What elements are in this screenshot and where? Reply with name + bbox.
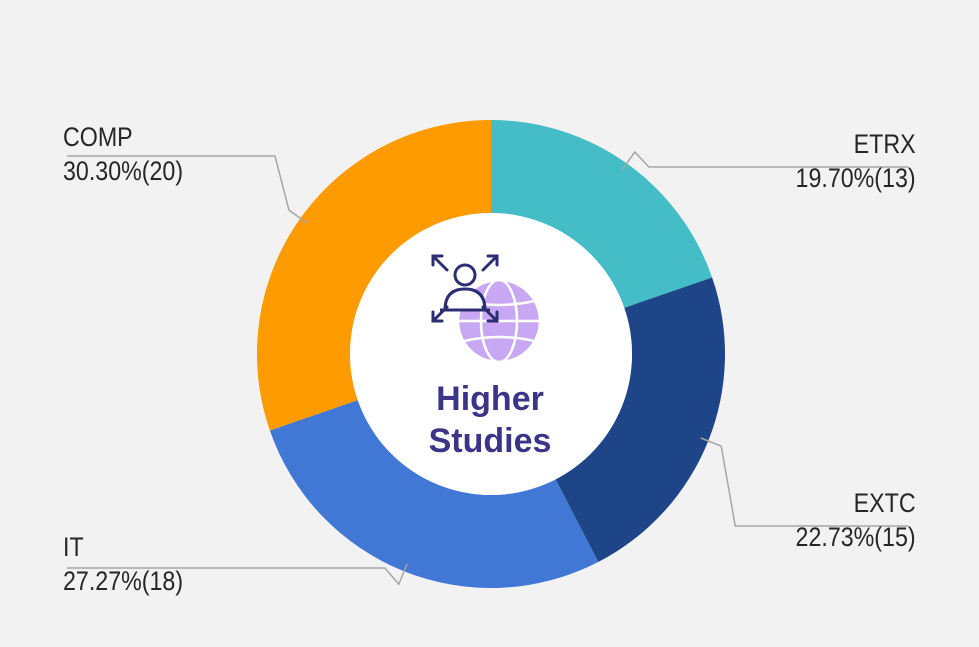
- leader-comp: [67, 155, 308, 224]
- slice-comp: [256, 120, 491, 431]
- label-comp: COMP 30.30%(20): [63, 120, 183, 188]
- slice-it: [269, 400, 599, 588]
- center-title-line-2: Studies: [428, 422, 552, 460]
- label-it: IT 27.27%(18): [63, 530, 183, 598]
- label-comp-value: 30.30%(20): [63, 156, 184, 186]
- donut-slices: [256, 120, 726, 588]
- leader-extc: [700, 437, 908, 527]
- slice-extc: [555, 277, 726, 562]
- label-extc-value: 22.73%(15): [795, 522, 916, 552]
- slice-etrx: [491, 120, 713, 308]
- label-etrx-value: 19.70%(13): [795, 163, 916, 193]
- label-etrx-name: ETRX: [854, 129, 916, 159]
- label-extc: EXTC 22.73%(15): [796, 486, 916, 554]
- label-comp-name: COMP: [63, 122, 133, 152]
- label-it-name: IT: [63, 532, 84, 562]
- person-globe-icon: [431, 254, 542, 364]
- label-etrx: ETRX 19.70%(13): [796, 127, 916, 195]
- center-title: Higher Studies: [390, 378, 590, 462]
- center-title-line-1: Higher: [436, 380, 544, 418]
- label-it-value: 27.27%(18): [63, 566, 184, 596]
- label-extc-name: EXTC: [854, 488, 916, 518]
- leader-it: [67, 563, 408, 586]
- leader-etrx: [621, 150, 908, 171]
- leader-lines: [67, 150, 908, 586]
